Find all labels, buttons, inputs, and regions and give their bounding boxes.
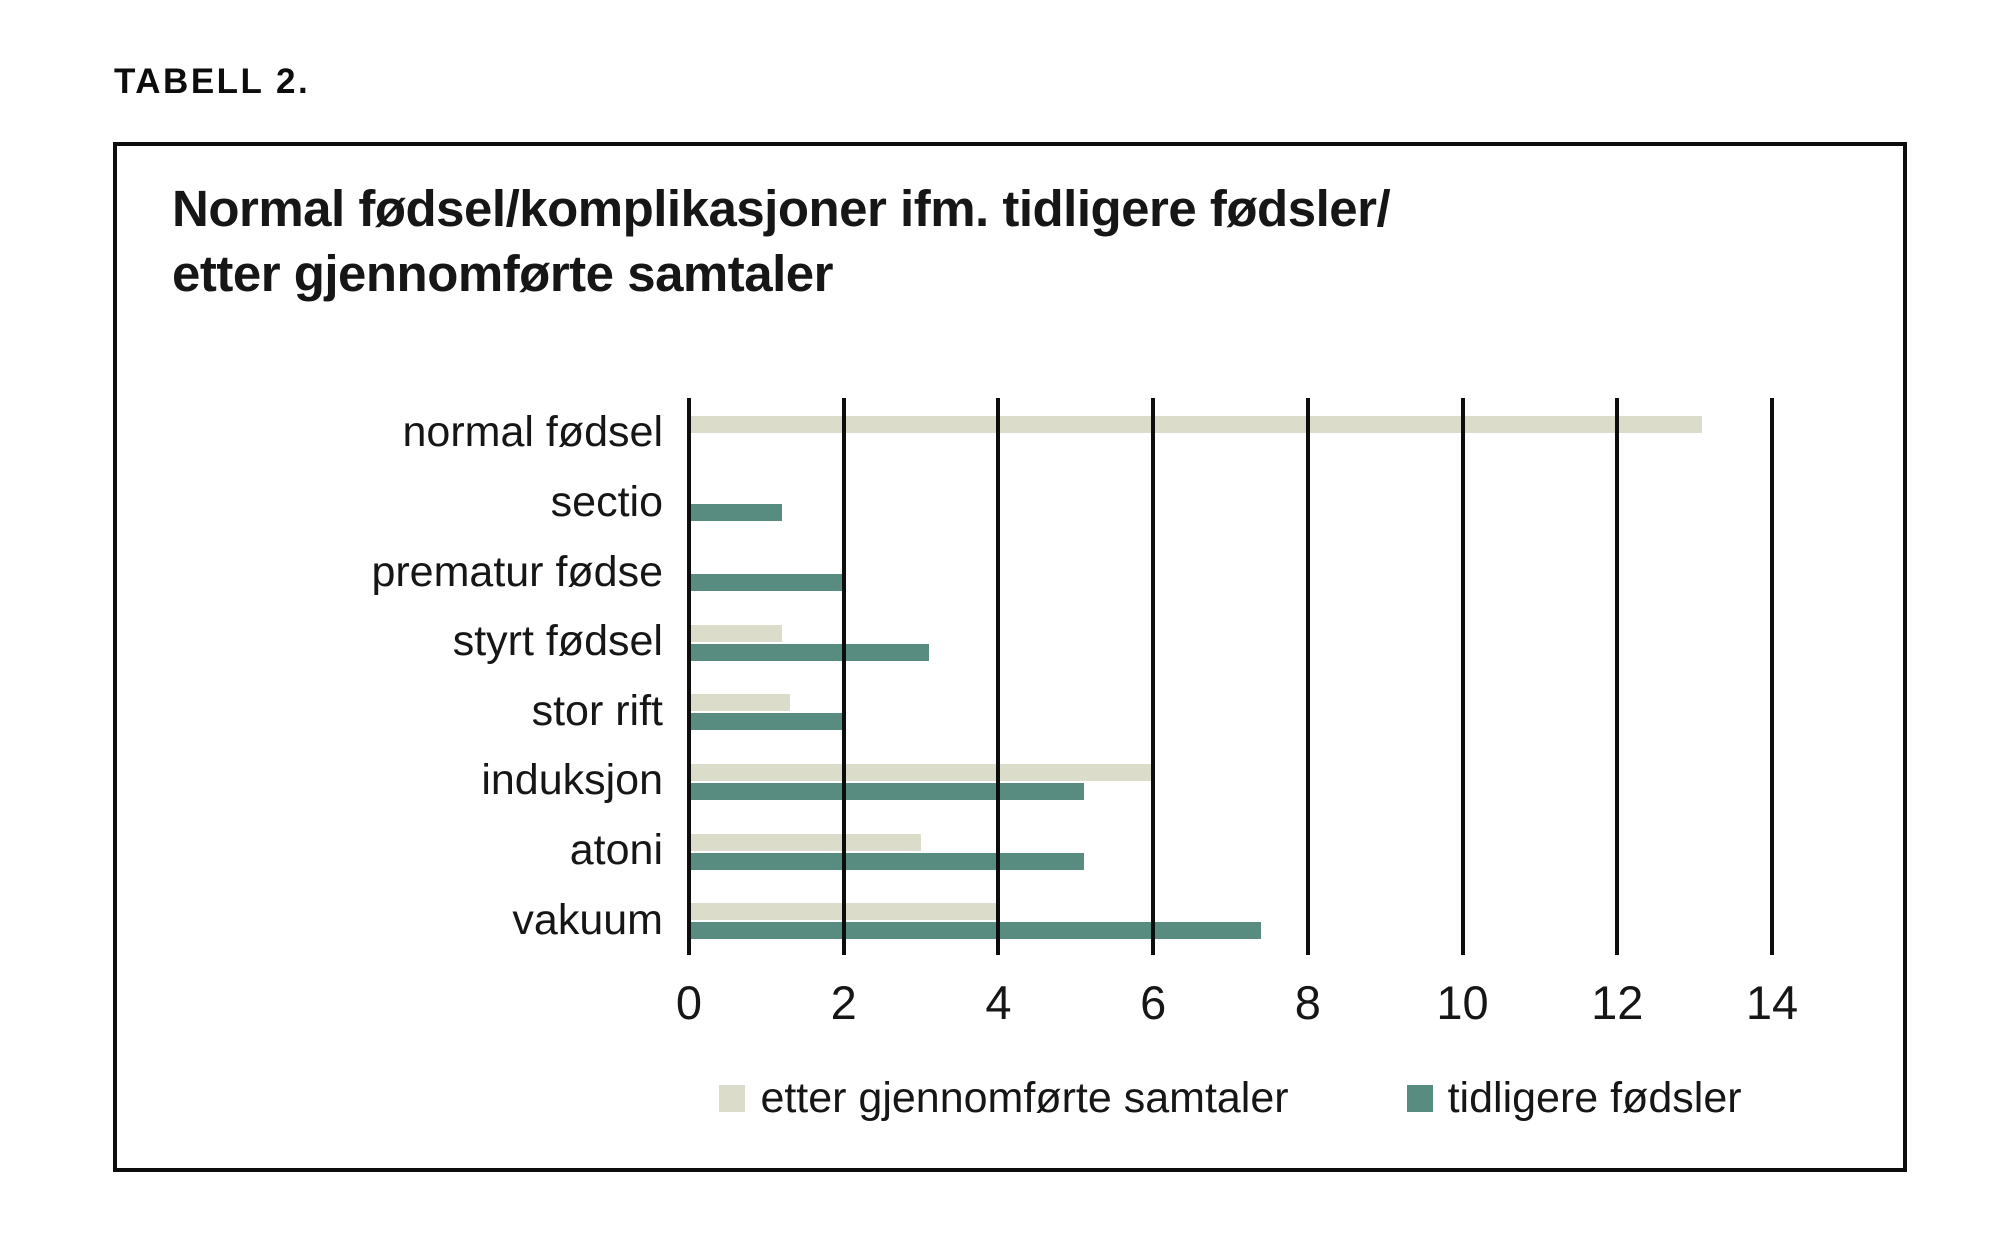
chart-title-line-1: Normal fødsel/komplikasjoner ifm. tidlig… xyxy=(172,180,1391,237)
category-row: vakuum xyxy=(512,885,1772,955)
category-label: stor rift xyxy=(531,686,663,735)
gridline xyxy=(687,398,691,955)
x-tick-label: 6 xyxy=(1140,976,1167,1029)
bar-tidligere-fodsler xyxy=(689,713,844,731)
category-label: normal fødsel xyxy=(402,408,663,457)
x-tick-label: 12 xyxy=(1591,976,1644,1029)
category-row: styrt fødsel xyxy=(453,607,1772,677)
x-tick-label: 10 xyxy=(1436,976,1489,1029)
bar-etter-samtaler xyxy=(689,763,1154,781)
category-row: induksjon xyxy=(481,746,1772,816)
chart-title: Normal fødsel/komplikasjoner ifm. tidlig… xyxy=(172,176,1391,306)
category-label: styrt fødsel xyxy=(452,617,663,666)
gridline xyxy=(841,398,846,955)
category-row: atoni xyxy=(570,816,1772,886)
legend-swatch xyxy=(719,1085,746,1112)
gridline xyxy=(1770,398,1774,955)
legend-item: etter gjennomførte samtaler xyxy=(719,1074,1289,1123)
x-tick-label: 8 xyxy=(1294,976,1321,1029)
bar-etter-samtaler xyxy=(689,624,782,642)
gridline xyxy=(1305,398,1310,955)
x-tick-label: 2 xyxy=(830,976,857,1029)
legend-label: tidligere fødsler xyxy=(1447,1074,1742,1122)
category-row: prematur fødse xyxy=(371,537,1772,607)
gridline xyxy=(1615,398,1620,955)
category-label: vakuum xyxy=(512,895,663,944)
gridline xyxy=(996,398,1001,955)
category-label: prematur fødse xyxy=(371,547,663,596)
x-tick-label: 4 xyxy=(985,976,1012,1029)
bar-tidligere-fodsler xyxy=(689,922,1262,940)
category-row: normal fødsel xyxy=(403,398,1772,468)
gridline xyxy=(1151,398,1156,955)
category-label: induksjon xyxy=(481,756,663,805)
bar-tidligere-fodsler xyxy=(689,574,844,592)
legend-swatch xyxy=(1406,1085,1433,1112)
bar-etter-samtaler xyxy=(689,415,1703,433)
legend: etter gjennomførte samtaler tidligere fød… xyxy=(689,1074,1772,1123)
table-kicker: TABELL 2. xyxy=(114,62,311,101)
chart-title-line-2: etter gjennomførte samtaler xyxy=(172,245,834,302)
bar-tidligere-fodsler xyxy=(689,782,1084,800)
gridline xyxy=(1460,398,1465,955)
category-row: stor rift xyxy=(532,677,1772,747)
category-row: sectio xyxy=(551,468,1772,538)
chart-frame: Normal fødsel/komplikasjoner ifm. tidlig… xyxy=(113,142,1907,1172)
bar-tidligere-fodsler xyxy=(689,504,782,522)
x-tick-label: 14 xyxy=(1745,976,1799,1029)
x-tick-label: 0 xyxy=(675,976,703,1029)
legend-item: tidligere fødsler xyxy=(1406,1074,1742,1123)
legend-label: etter gjennomførte samtaler xyxy=(760,1074,1289,1122)
category-label: atoni xyxy=(569,826,663,875)
bar-etter-samtaler xyxy=(689,833,922,851)
category-label: sectio xyxy=(550,477,663,526)
bar-tidligere-fodsler xyxy=(689,852,1084,870)
plot-area: normal fødsel sectio prematur fødse styrt f… xyxy=(371,398,1798,1029)
bar-tidligere-fodsler xyxy=(689,643,929,661)
bar-etter-samtaler xyxy=(689,694,790,712)
